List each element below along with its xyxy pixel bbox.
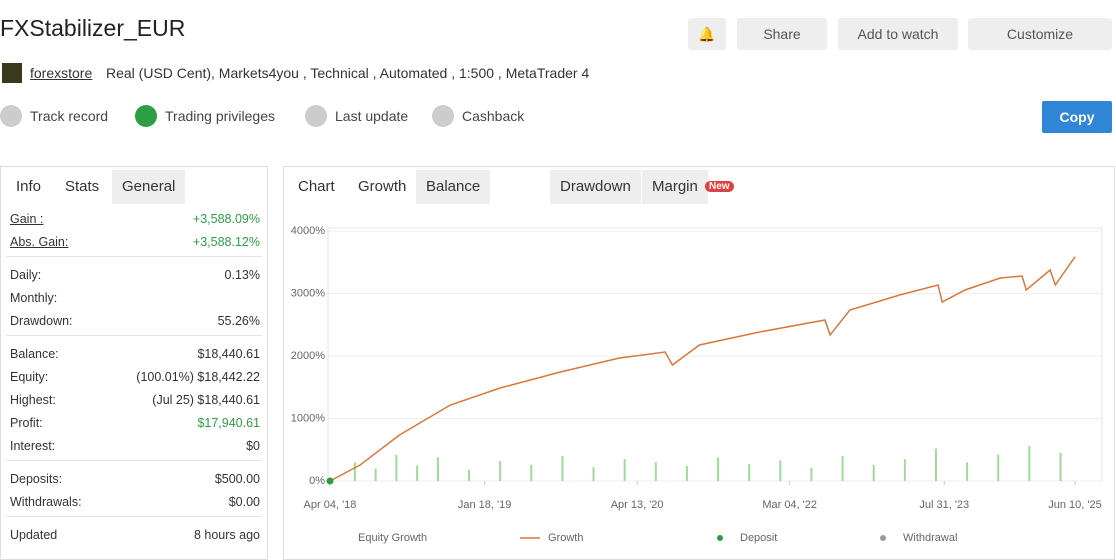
- badge-icon: [135, 105, 157, 127]
- stat-row: Monthly:: [10, 291, 260, 305]
- y-tick-label: 3000%: [291, 287, 325, 299]
- stat-label: Drawdown:: [10, 314, 73, 328]
- stat-value: $0: [246, 439, 260, 453]
- stat-row: Withdrawals: $0.00: [10, 495, 260, 509]
- badge-icon: [432, 105, 454, 127]
- logo: [2, 63, 22, 83]
- badge: Trading privileges: [135, 105, 275, 127]
- legend-label: Equity Growth: [358, 532, 427, 544]
- badge-icon: [0, 105, 22, 127]
- legend-label: Deposit: [740, 532, 777, 544]
- badge-label: Last update: [335, 108, 409, 124]
- stat-value: +3,588.12%: [192, 235, 260, 249]
- broker-link[interactable]: forexstore: [30, 65, 93, 81]
- stat-label: Abs. Gain:: [10, 235, 69, 249]
- tab[interactable]: Stats: [65, 178, 100, 195]
- stat-label: Balance:: [10, 347, 59, 361]
- stat-row: Abs. Gain: +3,588.12%: [10, 235, 260, 249]
- separator: [6, 256, 262, 257]
- stat-label: Deposits:: [10, 472, 63, 486]
- stat-label: Gain :: [10, 212, 44, 226]
- stat-value: 8 hours ago: [193, 528, 260, 542]
- tab[interactable]: Chart: [298, 178, 335, 195]
- watch-button[interactable]: Add to watch: [838, 18, 958, 50]
- stat-row: Daily: 0.13%: [10, 268, 260, 282]
- badge-label: Trading privileges: [165, 108, 275, 124]
- badge-label: Track record: [30, 108, 109, 124]
- plot-frame: [327, 227, 1103, 482]
- x-tick-label: Jul 31, '23: [919, 499, 969, 511]
- share-button[interactable]: Share: [737, 18, 827, 50]
- badge: Last update: [305, 105, 408, 127]
- new-badge: New: [705, 181, 734, 192]
- legend-swatch: [880, 535, 886, 541]
- stat-label: Interest:: [10, 439, 56, 453]
- stat-row: Highest: (Jul 25) $18,440.61: [10, 393, 260, 407]
- y-tick-label: 4000%: [291, 225, 325, 237]
- stat-row: Gain : +3,588.09%: [10, 212, 260, 226]
- stat-row: Interest: $0: [10, 439, 260, 453]
- stat-value: +3,588.09%: [192, 212, 260, 226]
- separator: [6, 516, 262, 517]
- tab[interactable]: General: [112, 170, 186, 204]
- title: FXStabilizer_EUR: [0, 15, 186, 41]
- x-tick-label: Jun 10, '25: [1048, 499, 1101, 511]
- stat-row: Deposits: $500.00: [10, 472, 260, 486]
- stat-row: Equity: (100.01%) $18,442.22: [10, 370, 260, 384]
- x-tick-label: Apr 04, '18: [304, 499, 357, 511]
- growth-line: [329, 256, 1076, 482]
- description: Real (USD Cent), Markets4you , Technical…: [106, 65, 590, 81]
- stat-row: Updated 8 hours ago: [10, 528, 260, 542]
- x-tick-label: Mar 04, '22: [762, 499, 817, 511]
- stat-row: Profit: $17,940.61: [10, 416, 260, 430]
- deposit-dot: [326, 477, 334, 485]
- stat-row: Drawdown: 55.26%: [10, 314, 260, 328]
- legend-swatch: [717, 535, 723, 541]
- stat-value: 0.13%: [224, 268, 260, 282]
- badge-label: Cashback: [462, 108, 525, 124]
- stat-value: $0.00: [228, 495, 260, 509]
- stat-label: Equity:: [10, 370, 49, 384]
- legend-label: Withdrawal: [903, 532, 957, 544]
- customize-button[interactable]: Customize: [968, 18, 1112, 50]
- separator: [6, 460, 262, 461]
- bell-button[interactable]: 🔔: [688, 18, 726, 50]
- stat-value: (Jul 25) $18,440.61: [152, 393, 260, 407]
- stat-label: Profit:: [10, 416, 43, 430]
- tab[interactable]: Balance: [416, 170, 491, 204]
- stat-label: Updated: [10, 528, 58, 542]
- stat-label: Withdrawals:: [10, 495, 82, 509]
- legend-label: Growth: [548, 532, 583, 544]
- tab[interactable]: Growth: [358, 178, 407, 195]
- separator: [6, 335, 262, 336]
- y-tick-label: 0%: [309, 475, 325, 487]
- copy-button[interactable]: Copy: [1042, 101, 1112, 133]
- tab[interactable]: Drawdown: [550, 170, 641, 204]
- stat-value: $17,940.61: [197, 416, 260, 430]
- stat-value: $18,440.61: [197, 347, 260, 361]
- x-tick-label: Jan 18, '19: [458, 499, 511, 511]
- x-tick-label: Apr 13, '20: [611, 499, 664, 511]
- stat-row: Balance: $18,440.61: [10, 347, 260, 361]
- y-tick-label: 2000%: [291, 350, 325, 362]
- stat-label: Monthly:: [10, 291, 58, 305]
- badge: Track record: [0, 105, 108, 127]
- stat-value: $500.00: [214, 472, 260, 486]
- tab[interactable]: Margin: [642, 170, 708, 204]
- badge-icon: [305, 105, 327, 127]
- stat-value: 55.26%: [217, 314, 260, 328]
- stat-value: (100.01%) $18,442.22: [136, 370, 260, 384]
- y-tick-label: 1000%: [291, 412, 325, 424]
- tab[interactable]: Info: [16, 178, 42, 195]
- stat-label: Daily:: [10, 268, 42, 282]
- badge: Cashback: [432, 105, 524, 127]
- stat-label: Highest:: [10, 393, 56, 407]
